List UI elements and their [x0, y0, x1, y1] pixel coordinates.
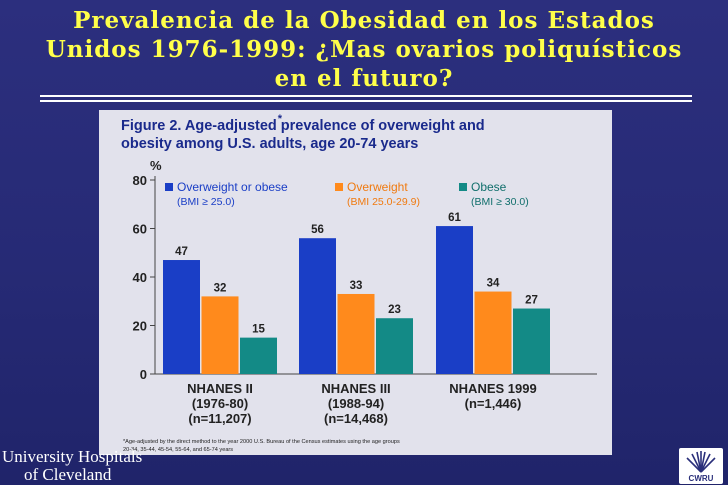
category-label: NHANES II	[187, 381, 253, 396]
legend-series-name: Overweight	[347, 180, 408, 194]
title-rule-top	[40, 95, 692, 97]
bar-value-label: 15	[252, 324, 265, 336]
legend-series-sub: (BMI ≥ 25.0)	[177, 196, 235, 208]
cwru-logo-text: CWRU	[688, 474, 714, 483]
cwru-emblem-icon	[686, 451, 716, 473]
legend-swatch	[459, 183, 467, 191]
legend-series-sub: (BMI 25.0-29.9)	[347, 196, 420, 208]
category-label: (n=1,446)	[465, 396, 522, 411]
y-tick-label: 60	[133, 222, 147, 237]
title-rule-bottom	[40, 100, 692, 102]
bar-value-label: 27	[525, 295, 538, 307]
y-tick-label: 20	[133, 319, 147, 334]
logo-line-1: University Hospitals	[2, 447, 143, 466]
figure-title-line-1: Figure 2. Age-adjusted prevalence of ove…	[121, 118, 485, 134]
bar-value-label: 34	[487, 278, 500, 290]
legend-series-name: Overweight or obese	[177, 180, 288, 194]
university-hospitals-logo: University Hospitals of Cleveland	[2, 447, 142, 485]
bar	[376, 318, 413, 374]
bar	[240, 337, 277, 374]
logo-line-2: of Cleveland	[24, 465, 112, 484]
category-label: (1988-94)	[328, 396, 384, 411]
footnote-line-1: *Age-adjusted by the direct method to th…	[123, 439, 400, 445]
category-label: NHANES III	[321, 381, 390, 396]
bar	[337, 293, 375, 374]
bar	[474, 291, 512, 374]
legend-series-name: Obese	[471, 180, 507, 194]
footnote-line-2: 20-34, 35-44, 45-54, 55-64, and 65-74 ye…	[123, 447, 233, 453]
y-axis-label: %	[150, 158, 162, 173]
category-label: NHANES 1999	[449, 381, 536, 396]
category-label: (1976-80)	[192, 396, 248, 411]
bar	[201, 296, 239, 374]
bar	[513, 308, 550, 374]
y-tick-label: 80	[133, 173, 147, 188]
figure-panel: Figure 2. Age-adjusted prevalence of ove…	[99, 110, 612, 455]
bar-value-label: 61	[448, 212, 461, 224]
bar-value-label: 33	[350, 280, 363, 292]
legend-swatch	[165, 183, 173, 191]
y-tick-label: 0	[140, 367, 147, 382]
slide-title-line-1: Prevalencia de la Obesidad en los Estado…	[73, 7, 655, 34]
cwru-logo: CWRU	[679, 448, 723, 484]
category-label: (n=14,468)	[324, 411, 388, 426]
legend-series-sub: (BMI ≥ 30.0)	[471, 196, 529, 208]
slide-title-line-3: en el futuro?	[274, 65, 454, 92]
legend-swatch	[335, 183, 343, 191]
slide-title-line-2: Unidos 1976-1999: ¿Mas ovarios poliquíst…	[45, 36, 683, 63]
bar	[163, 260, 200, 374]
y-tick-label: 40	[133, 270, 147, 285]
bar	[436, 226, 473, 374]
bar-value-label: 23	[388, 304, 401, 316]
bar-value-label: 47	[175, 246, 188, 258]
bar-chart: Figure 2. Age-adjusted prevalence of ove…	[121, 113, 597, 453]
slide-title: Prevalencia de la Obesidad en los Estado…	[0, 6, 728, 93]
category-label: (n=11,207)	[188, 411, 251, 426]
bar-value-label: 32	[214, 282, 227, 294]
bar-value-label: 56	[311, 224, 324, 236]
bar	[299, 238, 336, 374]
figure-title-line-2: obesity among U.S. adults, age 20-74 yea…	[121, 136, 418, 152]
figure-title-marker: *	[278, 113, 283, 125]
